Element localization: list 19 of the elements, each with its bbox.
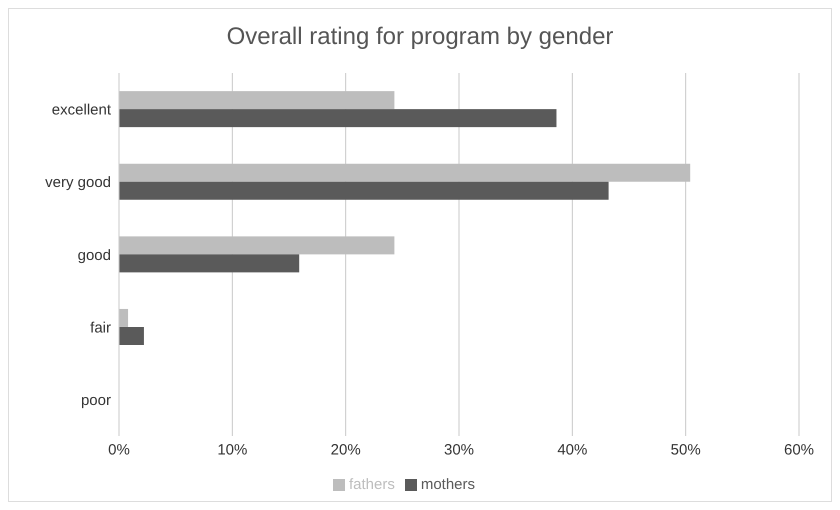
x-tick-label: 30%	[444, 442, 474, 459]
y-tick-label: poor	[80, 392, 111, 410]
bar	[119, 109, 556, 128]
x-tick-label: 0%	[108, 442, 130, 459]
y-tick-label: fair	[90, 319, 111, 336]
bar	[119, 182, 609, 200]
x-tick-label: 10%	[217, 442, 248, 459]
x-tick-label: 40%	[557, 442, 588, 459]
y-tick-label: good	[78, 246, 111, 264]
x-tick-label: 20%	[330, 442, 361, 459]
bar	[119, 254, 300, 272]
x-tick-label: 50%	[670, 442, 701, 459]
x-tick-label: 60%	[784, 442, 814, 459]
y-tick-label: very good	[45, 174, 111, 192]
legend-label: fathers	[348, 476, 395, 493]
y-tick-label: excellent	[52, 102, 112, 119]
bar	[119, 326, 144, 345]
chart-title: Overall rating for program by gender	[226, 22, 614, 52]
legend-label: mothers	[420, 476, 476, 493]
